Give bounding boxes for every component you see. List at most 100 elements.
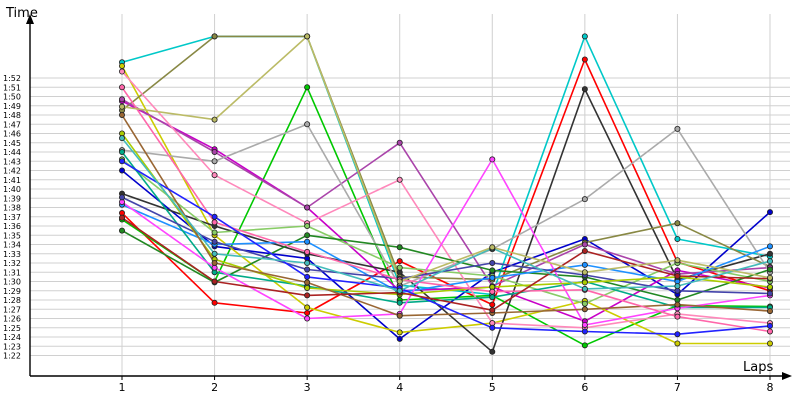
data-point (766, 250, 773, 257)
series-line-4 (121, 35, 771, 296)
y-tick-label: 1:26 (3, 315, 21, 324)
y-tick-label: 1:39 (3, 194, 21, 203)
data-point (396, 264, 403, 271)
data-point (766, 322, 773, 329)
y-tick-label: 1:52 (3, 74, 21, 83)
x-tick-label: 3 (304, 381, 311, 394)
data-point (581, 300, 588, 307)
y-tick-label: 1:48 (3, 111, 21, 120)
data-point (396, 258, 403, 265)
y-tick-label: 1:45 (3, 139, 21, 148)
data-point (304, 266, 311, 273)
data-point (304, 304, 311, 311)
data-point (304, 248, 311, 255)
y-axis-ticks: 1:221:231:241:251:261:271:281:291:301:31… (3, 74, 21, 361)
data-point (211, 250, 218, 257)
series-line-10 (121, 123, 771, 287)
data-point (581, 285, 588, 292)
data-point (304, 232, 311, 239)
series-line-24 (121, 35, 771, 283)
series-line-22 (121, 217, 771, 312)
data-point (766, 340, 773, 347)
data-point (304, 121, 311, 128)
series-line-8 (121, 35, 771, 281)
series-line-16 (121, 158, 771, 326)
data-point (396, 287, 403, 294)
data-point (766, 328, 773, 335)
y-tick-label: 1:35 (3, 231, 21, 240)
data-point (396, 335, 403, 342)
x-tick-label: 5 (489, 381, 496, 394)
data-point (211, 229, 218, 236)
y-tick-label: 1:51 (3, 83, 21, 92)
data-point (211, 219, 218, 226)
x-tick-label: 7 (674, 381, 681, 394)
data-point (581, 328, 588, 335)
data-point (766, 274, 773, 281)
data-point (674, 340, 681, 347)
data-point (119, 62, 126, 69)
data-point (119, 103, 126, 110)
y-axis-arrow (26, 14, 34, 24)
data-point (304, 292, 311, 299)
data-point (119, 167, 126, 174)
x-tick-label: 6 (581, 381, 588, 394)
axes (26, 14, 792, 380)
data-point (396, 139, 403, 146)
y-tick-label: 1:40 (3, 185, 21, 194)
data-point (211, 172, 218, 179)
y-tick-label: 1:46 (3, 130, 21, 139)
data-point (119, 135, 126, 142)
y-tick-label: 1:50 (3, 93, 21, 102)
data-point (211, 278, 218, 285)
y-tick-label: 1:25 (3, 324, 21, 333)
data-point (396, 244, 403, 251)
y-tick-label: 1:47 (3, 120, 21, 129)
data-point (119, 227, 126, 234)
data-point (489, 274, 496, 281)
data-point (304, 204, 311, 211)
data-point (581, 33, 588, 40)
data-point (396, 176, 403, 183)
data-point (304, 273, 311, 280)
data-point (489, 267, 496, 274)
data-point (581, 247, 588, 254)
data-point (119, 112, 126, 119)
y-tick-label: 1:22 (3, 352, 21, 361)
data-point (211, 238, 218, 245)
y-tick-label: 1:31 (3, 268, 21, 277)
data-point (581, 56, 588, 63)
data-point (304, 309, 311, 316)
data-point (396, 299, 403, 306)
data-point (489, 301, 496, 308)
data-point (304, 33, 311, 40)
y-tick-label: 1:43 (3, 157, 21, 166)
data-point (674, 257, 681, 264)
data-point (674, 125, 681, 132)
x-tick-label: 2 (211, 381, 218, 394)
data-point (581, 321, 588, 328)
data-point (489, 348, 496, 355)
data-point (674, 272, 681, 279)
data-point (119, 158, 126, 165)
data-point (396, 278, 403, 285)
series-line-18 (121, 133, 771, 296)
series-line-3 (121, 169, 771, 340)
data-point (119, 84, 126, 91)
data-point (581, 196, 588, 203)
x-tick-label: 4 (396, 381, 403, 394)
y-tick-label: 1:42 (3, 167, 21, 176)
data-point (211, 116, 218, 123)
data-point (581, 279, 588, 286)
data-point (674, 235, 681, 242)
series-line-1 (121, 58, 771, 314)
data-point (211, 213, 218, 220)
y-tick-label: 1:36 (3, 222, 21, 231)
data-point (304, 238, 311, 245)
data-point (304, 279, 311, 286)
data-point (119, 68, 126, 75)
series-line-5 (121, 100, 771, 323)
y-tick-label: 1:38 (3, 204, 21, 213)
data-point (119, 96, 126, 103)
